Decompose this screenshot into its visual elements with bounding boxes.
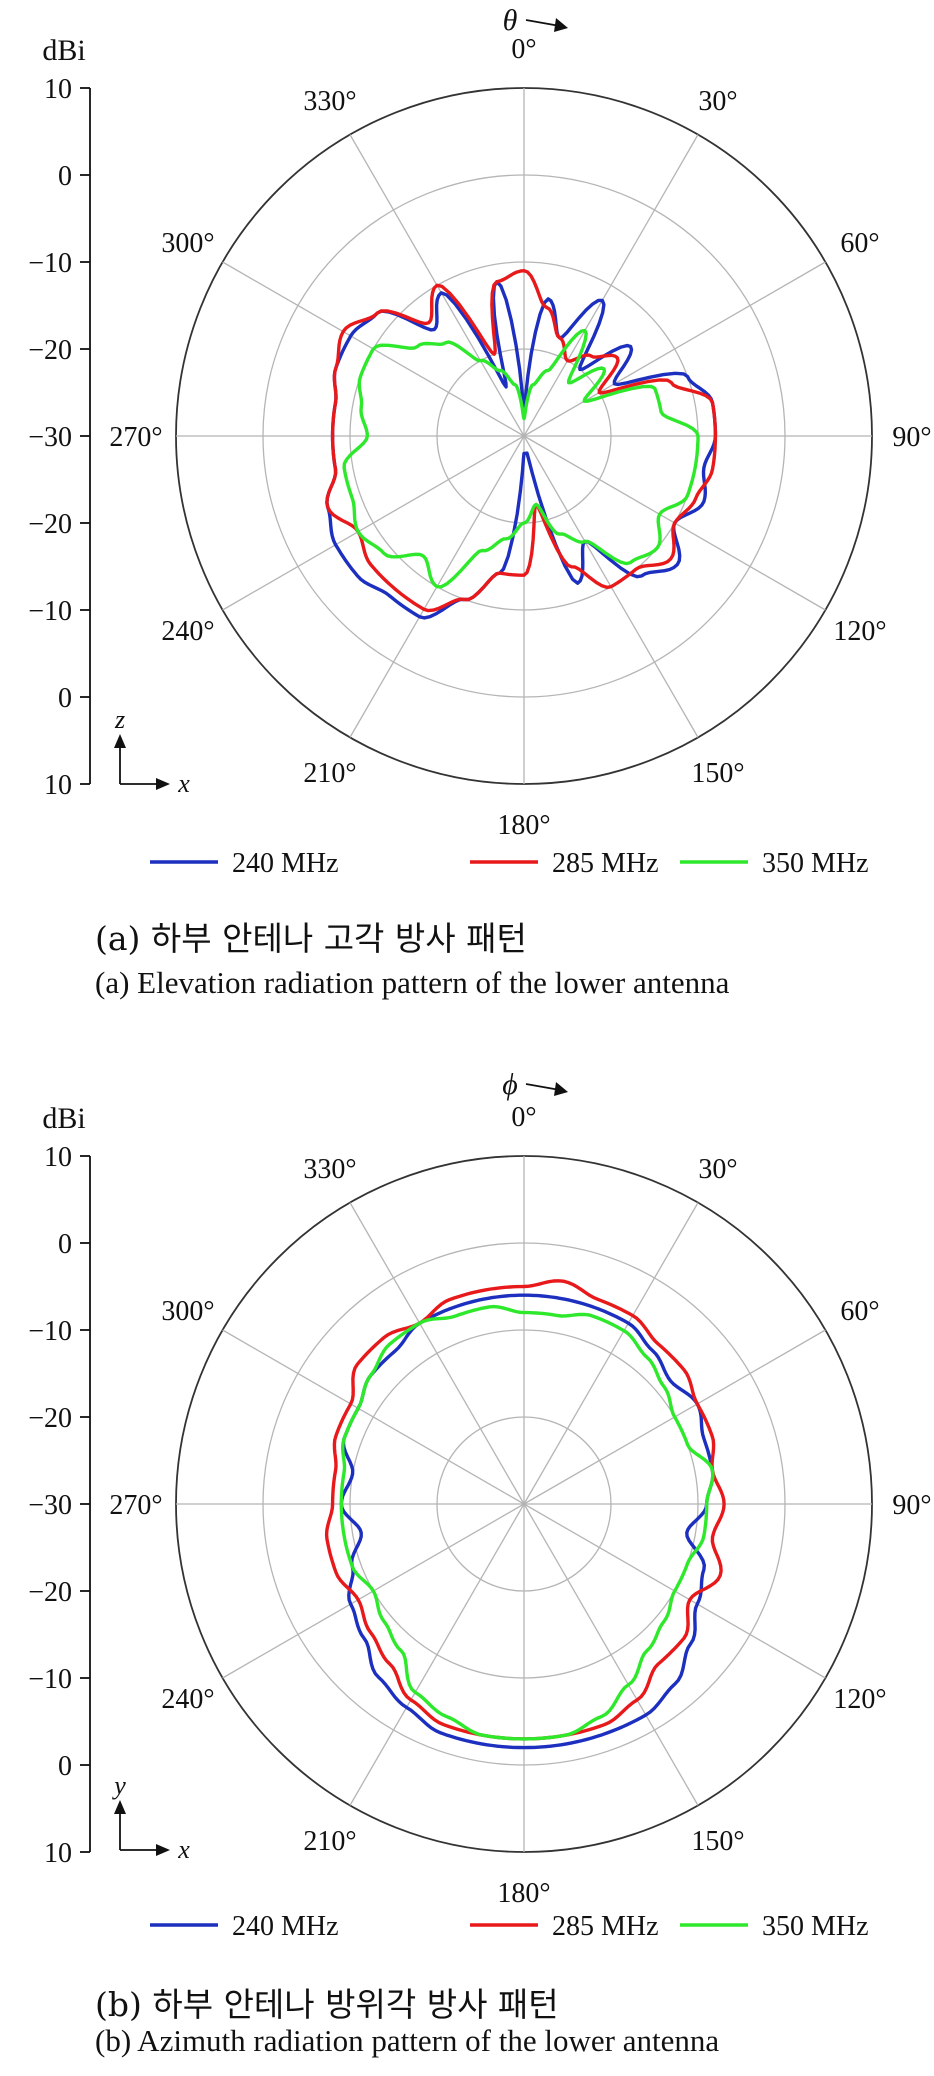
angle-tick-label: 240° xyxy=(161,1684,214,1715)
angle-tick-label: 330° xyxy=(303,86,356,117)
angle-tick-label: 300° xyxy=(161,228,214,259)
angle-tick-label: 120° xyxy=(833,1684,886,1715)
legend-label: 240 MHz xyxy=(232,848,339,879)
radial-tick-label: 0 xyxy=(58,161,72,192)
arrow-up-icon xyxy=(114,1800,126,1814)
radial-tick-label: 10 xyxy=(44,1838,72,1869)
angle-tick-label: 300° xyxy=(161,1296,214,1327)
radial-tick-label: −20 xyxy=(28,1577,72,1608)
angle-direction-arrow xyxy=(525,19,561,27)
coord-vertical-label: y xyxy=(111,1771,126,1800)
legend-label: 240 MHz xyxy=(232,1911,339,1942)
grid-spoke xyxy=(523,134,699,437)
angle-tick-label: 0° xyxy=(511,1102,536,1133)
angle-tick-label: 240° xyxy=(161,616,214,647)
angle-tick-label: 60° xyxy=(840,1296,879,1327)
angle-symbol: ϕ xyxy=(502,1068,518,1101)
angle-tick-label: 210° xyxy=(303,758,356,789)
angle-tick-label: 60° xyxy=(840,228,879,259)
radial-tick-label: −10 xyxy=(28,1664,72,1695)
radial-tick-label: 10 xyxy=(44,770,72,801)
legend-label: 350 MHz xyxy=(762,1911,869,1942)
radial-tick-label: 10 xyxy=(44,74,72,105)
angle-tick-label: 180° xyxy=(497,810,550,841)
grid-spoke xyxy=(349,1202,525,1505)
grid-spoke xyxy=(222,435,525,611)
angle-tick-label: 30° xyxy=(698,1154,737,1185)
caption-korean: (a) 하부 안테나 고각 방사 패턴 xyxy=(95,919,527,958)
legend-label: 350 MHz xyxy=(762,848,869,879)
unit-label: dBi xyxy=(42,1102,85,1135)
angle-tick-label: 150° xyxy=(691,1826,744,1857)
grid-spoke xyxy=(523,261,826,437)
series-line xyxy=(339,1304,715,1741)
radial-tick-label: −10 xyxy=(28,596,72,627)
arrow-head-icon xyxy=(554,1082,568,1096)
angle-tick-label: 150° xyxy=(691,758,744,789)
grid-spoke xyxy=(349,1503,525,1806)
radial-tick-label: −30 xyxy=(28,1490,72,1521)
arrow-up-icon xyxy=(114,734,126,748)
grid-spoke xyxy=(222,1329,525,1505)
series-line xyxy=(325,269,718,613)
legend-label: 285 MHz xyxy=(552,1911,659,1942)
radial-tick-label: 0 xyxy=(58,683,72,714)
angle-tick-label: 90° xyxy=(892,1490,931,1521)
polar-chart-elevation: 0° 30° 60° 90° 120° 150° 180° 210° 240° 270° 300° 3… xyxy=(28,4,931,879)
series-line xyxy=(342,328,700,589)
caption-korean: (b) 하부 안테나 방위각 방사 패턴 xyxy=(95,1985,559,2024)
radial-tick-label: −20 xyxy=(28,335,72,366)
legend-label: 285 MHz xyxy=(552,848,659,879)
angle-tick-label: 210° xyxy=(303,1826,356,1857)
angle-tick-label: 330° xyxy=(303,1154,356,1185)
radial-tick-label: 0 xyxy=(58,1229,72,1260)
coord-horizontal-label: x xyxy=(177,1835,190,1864)
radial-tick-label: 0 xyxy=(58,1751,72,1782)
caption-english: (a) Elevation radiation pattern of the l… xyxy=(95,965,730,1000)
radial-tick-label: −30 xyxy=(28,422,72,453)
angle-tick-label: 270° xyxy=(109,1490,162,1521)
angle-tick-label: 120° xyxy=(833,616,886,647)
angle-direction-arrow xyxy=(525,1083,561,1091)
radial-tick-label: 10 xyxy=(44,1142,72,1173)
angle-symbol: θ xyxy=(503,4,518,37)
polar-chart-azimuth: 0° 30° 60° 90° 120° 150° 180° 210° 240° 270° 300° 3… xyxy=(28,1068,931,1942)
chart-panel-azimuth: 0° 30° 60° 90° 120° 150° 180° 210° 240° 270° 300° 3… xyxy=(0,1038,934,2076)
radial-tick-label: −10 xyxy=(28,248,72,279)
arrow-right-icon xyxy=(156,778,170,790)
grid-spoke xyxy=(523,1202,699,1505)
arrow-right-icon xyxy=(156,1844,170,1856)
grid-spoke xyxy=(523,1503,699,1806)
coord-horizontal-label: x xyxy=(177,769,190,798)
caption-english: (b) Azimuth radiation pattern of the low… xyxy=(95,2023,720,2058)
coord-vertical-label: z xyxy=(114,705,125,734)
arrow-head-icon xyxy=(554,18,568,32)
angle-tick-label: 270° xyxy=(109,422,162,453)
radial-tick-label: −10 xyxy=(28,1316,72,1347)
angle-tick-label: 0° xyxy=(511,34,536,65)
angle-tick-label: 30° xyxy=(698,86,737,117)
chart-panel-elevation: 0° 30° 60° 90° 120° 150° 180° 210° 240° 270° 300° 3… xyxy=(28,4,931,1000)
angle-tick-label: 90° xyxy=(892,422,931,453)
radial-tick-label: −20 xyxy=(28,1403,72,1434)
radial-tick-label: −20 xyxy=(28,509,72,540)
unit-label: dBi xyxy=(42,34,85,67)
angle-tick-label: 180° xyxy=(497,1878,550,1909)
series-line xyxy=(325,280,718,620)
